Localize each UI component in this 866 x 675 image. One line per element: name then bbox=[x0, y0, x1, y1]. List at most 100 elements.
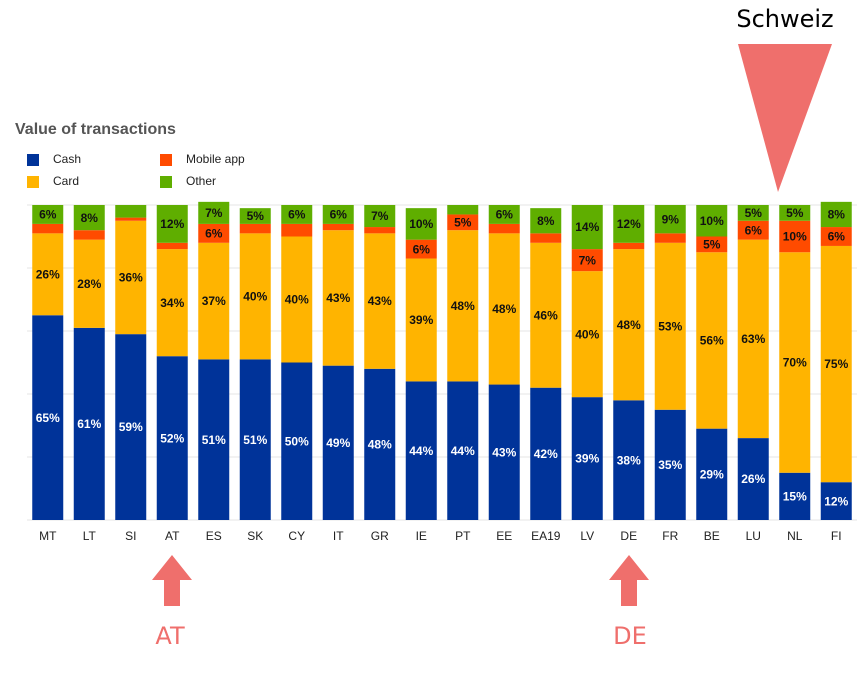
data-label: 49% bbox=[326, 436, 350, 450]
data-label: 59% bbox=[119, 420, 143, 434]
bar-segment bbox=[696, 428, 728, 520]
data-label: 52% bbox=[160, 431, 184, 445]
bar-segment bbox=[820, 227, 852, 246]
data-label: 7% bbox=[371, 209, 389, 223]
data-label: 40% bbox=[285, 293, 309, 307]
bar-segment bbox=[779, 472, 811, 520]
data-label: 12% bbox=[824, 494, 848, 508]
bar-segment bbox=[32, 233, 64, 316]
bar-segment bbox=[488, 233, 520, 385]
data-label: 5% bbox=[454, 215, 472, 229]
bar-segment bbox=[322, 230, 354, 366]
data-label: 43% bbox=[326, 291, 350, 305]
bar-segment bbox=[696, 252, 728, 429]
data-label: 6% bbox=[330, 208, 348, 222]
bar-segment bbox=[156, 356, 188, 520]
arrow bbox=[609, 555, 649, 606]
x-tick-label: EA19 bbox=[531, 529, 561, 543]
bar-segment bbox=[779, 252, 811, 473]
bar-segment bbox=[613, 242, 645, 250]
bar-segment bbox=[364, 368, 396, 520]
bar-segment bbox=[737, 220, 769, 240]
data-label: 39% bbox=[409, 313, 433, 327]
data-label: 12% bbox=[160, 217, 184, 231]
bar-segment bbox=[73, 327, 105, 520]
pointer-triangle bbox=[738, 44, 832, 192]
bar-segment bbox=[696, 236, 728, 253]
bar-segment bbox=[530, 233, 562, 243]
data-label: 50% bbox=[285, 434, 309, 448]
bar-segment bbox=[364, 227, 396, 234]
bar-segment bbox=[198, 223, 230, 243]
bar-segment bbox=[447, 205, 479, 215]
data-label: 8% bbox=[81, 211, 99, 225]
data-label: 53% bbox=[658, 319, 682, 333]
data-label: 6% bbox=[205, 227, 223, 241]
arrow bbox=[152, 555, 192, 606]
bar-segment bbox=[737, 205, 769, 221]
annotation: Schweiz bbox=[736, 5, 833, 33]
bar-segment bbox=[820, 482, 852, 520]
bar-segment bbox=[115, 220, 147, 335]
bar-segment bbox=[654, 409, 686, 520]
data-label: 44% bbox=[409, 444, 433, 458]
bar-segment bbox=[32, 205, 64, 224]
data-label: 7% bbox=[205, 206, 223, 220]
legend-swatch bbox=[27, 154, 39, 166]
x-tick-label: BE bbox=[704, 529, 720, 543]
data-label: 12% bbox=[617, 217, 641, 231]
bar-segment bbox=[281, 362, 313, 520]
bar-segment bbox=[654, 205, 686, 234]
data-label: 44% bbox=[451, 444, 475, 458]
x-tick-label: NL bbox=[787, 529, 803, 543]
bar-segment bbox=[156, 242, 188, 250]
data-label: 39% bbox=[575, 452, 599, 466]
data-label: 48% bbox=[451, 299, 475, 313]
data-label: 75% bbox=[824, 357, 848, 371]
bar-segment bbox=[488, 205, 520, 224]
bar-segment bbox=[405, 258, 437, 382]
bar-segment bbox=[613, 249, 645, 401]
legend-swatch bbox=[160, 176, 172, 188]
bar-segment bbox=[73, 205, 105, 231]
annotation: DE bbox=[613, 622, 647, 650]
x-tick-label: LT bbox=[83, 529, 97, 543]
bar-segment bbox=[820, 245, 852, 483]
data-label: 8% bbox=[537, 214, 555, 228]
bar-segment bbox=[779, 220, 811, 253]
data-label: 46% bbox=[534, 308, 558, 322]
x-tick-label: ES bbox=[206, 529, 222, 543]
data-label: 48% bbox=[617, 318, 641, 332]
x-tick-label: GR bbox=[371, 529, 389, 543]
x-tick-label: SI bbox=[125, 529, 136, 543]
x-tick-label: FI bbox=[831, 529, 842, 543]
data-label: 61% bbox=[77, 417, 101, 431]
data-label: 40% bbox=[575, 327, 599, 341]
data-label: 37% bbox=[202, 294, 226, 308]
data-label: 48% bbox=[492, 302, 516, 316]
bar-segment bbox=[405, 381, 437, 520]
data-label: 6% bbox=[745, 223, 763, 237]
data-label: 48% bbox=[368, 438, 392, 452]
x-tick-label: LV bbox=[580, 529, 594, 543]
bar-segment bbox=[571, 205, 603, 250]
bar-segment bbox=[364, 205, 396, 228]
data-label: 63% bbox=[741, 332, 765, 346]
x-tick-label: SK bbox=[247, 529, 263, 543]
bar-segment bbox=[530, 242, 562, 388]
bar-segment bbox=[571, 271, 603, 398]
bar-segment bbox=[281, 205, 313, 224]
legend-label: Other bbox=[186, 174, 216, 188]
annotation: AT bbox=[155, 622, 185, 650]
bar-segment bbox=[115, 334, 147, 520]
x-tick-label: PT bbox=[455, 529, 471, 543]
bar-segment bbox=[115, 217, 147, 221]
bar-segment bbox=[488, 223, 520, 234]
data-label: 38% bbox=[617, 453, 641, 467]
data-label: 15% bbox=[783, 490, 807, 504]
x-tick-label: EE bbox=[496, 529, 512, 543]
data-label: 6% bbox=[288, 208, 306, 222]
data-label: 10% bbox=[700, 214, 724, 228]
data-label: 5% bbox=[786, 206, 804, 220]
